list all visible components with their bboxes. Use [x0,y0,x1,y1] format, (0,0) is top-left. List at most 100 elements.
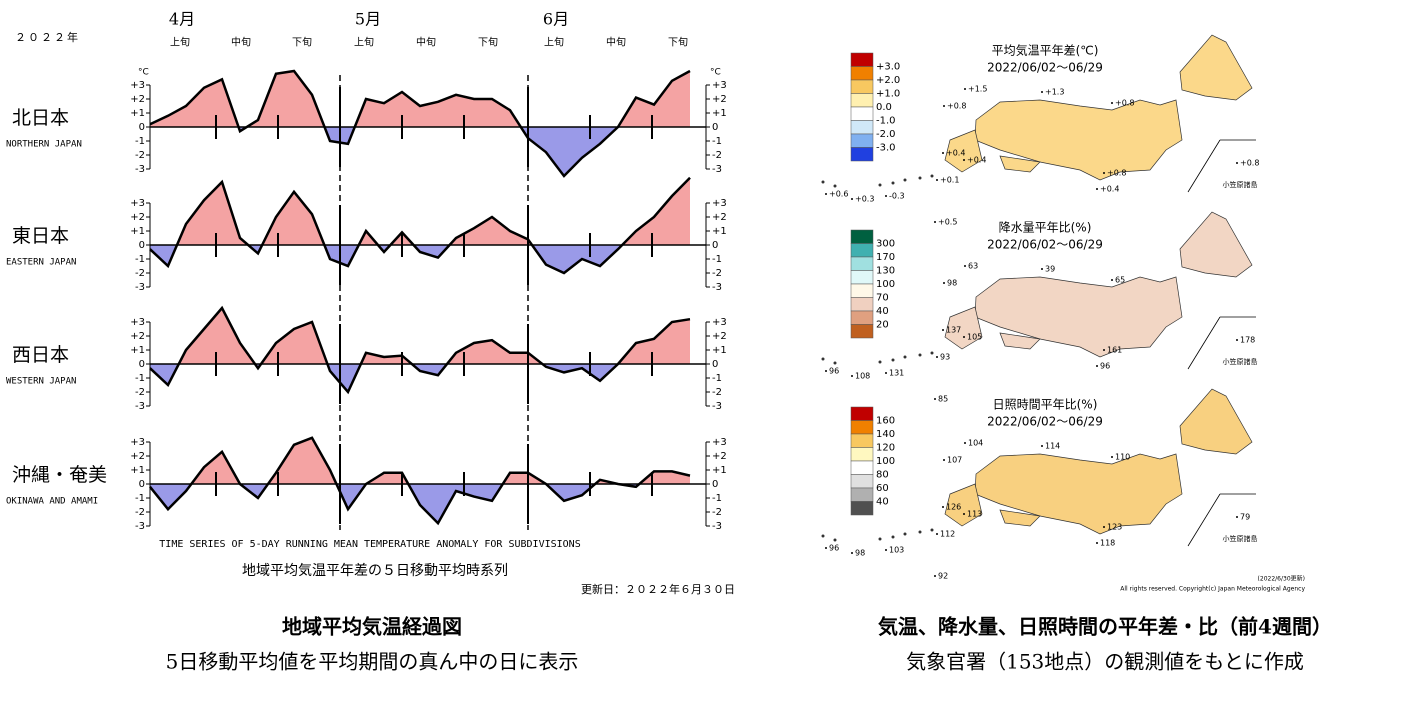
station-value: 113 [967,510,982,519]
legend-label: 300 [876,239,895,250]
station [942,506,944,508]
station [963,336,965,338]
station [825,193,827,195]
station [1041,445,1043,447]
period-label: 上旬 [170,36,190,49]
y-tick-label: +2 [130,451,145,462]
station [1096,365,1098,367]
station-value: +0.4 [1100,185,1119,194]
map-panel: 小笠原諸島 降水量平年比(%) 2022/06/02～06/29 300 170 130 1… [821,211,1258,404]
unit-left: °C [138,68,149,78]
legend-swatch [850,106,874,121]
station-value: 123 [1107,523,1122,532]
legend-label: 120 [876,443,895,454]
land [1179,388,1253,455]
y-tick-label: +1 [712,108,727,119]
region-name: 東日本 [12,225,69,247]
land [1179,34,1253,101]
y-tick-label: -2 [135,150,145,161]
negative-area [150,245,690,273]
station-value: 39 [1045,265,1055,274]
y-tick-label: -2 [712,268,722,279]
land [944,306,983,350]
legend-label: 160 [876,416,895,427]
station [885,549,887,551]
footer-updated: 更新日：２０２２年６月３０日 [581,582,735,596]
y-tick-label: -3 [135,282,145,293]
station-value: 110 [1115,453,1130,462]
land [974,276,1183,358]
station [1111,456,1113,458]
legend-swatch [850,447,874,462]
land [999,155,1041,173]
station [1096,188,1098,190]
legend-swatch [850,487,874,502]
legend-swatch [850,52,874,67]
station [964,442,966,444]
land [999,332,1041,350]
y-tick-label: +2 [712,94,727,105]
station-value: 79 [1240,513,1250,522]
station-value: 103 [889,546,904,555]
region-english: NORTHERN JAPAN [6,140,82,150]
station-value: 93 [940,353,950,362]
caption-note: 気象官署（153地点）の観測値をもとに作成 [906,650,1304,674]
y-tick-label: 0 [139,240,145,251]
legend-label: 40 [876,306,889,317]
legend-label: 20 [876,320,889,331]
land [1179,211,1253,278]
month-label: 5月 [355,10,381,29]
y-tick-label: 0 [139,122,145,133]
station [885,195,887,197]
islands-label: 小笠原諸島 [1223,357,1258,366]
station [825,547,827,549]
station [1096,542,1098,544]
legend-swatch [850,243,874,258]
map-period: 2022/06/02～06/29 [987,61,1103,75]
y-tick-label: +2 [130,331,145,342]
station-value: +0.8 [1115,99,1134,108]
legend-label: -3.0 [876,143,896,154]
island [891,358,895,362]
legend-swatch [850,66,874,81]
period-label: 中旬 [231,36,251,49]
legend-swatch [850,229,874,244]
legend-label: +1.0 [876,89,900,100]
legend-swatch [850,460,874,475]
y-tick-label: -3 [135,164,145,175]
island [833,538,837,542]
island [878,183,882,187]
y-tick-label: +1 [712,345,727,356]
station [936,356,938,358]
station [1236,162,1238,164]
period-label: 中旬 [416,36,436,49]
station [1103,349,1105,351]
y-tick-label: -2 [712,387,722,398]
y-tick-label: -1 [135,136,145,147]
line [149,176,691,275]
station-value: 161 [1107,346,1122,355]
station-value: +0.8 [1240,159,1259,168]
island [903,178,907,182]
legend-label: 130 [876,266,895,277]
y-tick-label: 0 [139,359,145,370]
station [851,198,853,200]
station [942,329,944,331]
y-tick-label: -1 [135,254,145,265]
station [942,152,944,154]
y-tick-label: -3 [712,401,722,412]
legend-label: -2.0 [876,129,896,140]
inset-border [1187,316,1221,370]
y-tick-label: +2 [712,451,727,462]
y-tick-label: +3 [712,80,727,91]
station [1111,102,1113,104]
y-tick-label: +3 [130,437,145,448]
legend-swatch [850,501,874,516]
y-tick-label: +1 [712,226,727,237]
station [851,552,853,554]
period-label: 下旬 [292,36,312,49]
station-value: 137 [946,326,961,335]
legend-swatch [850,297,874,312]
legend-swatch [850,433,874,448]
